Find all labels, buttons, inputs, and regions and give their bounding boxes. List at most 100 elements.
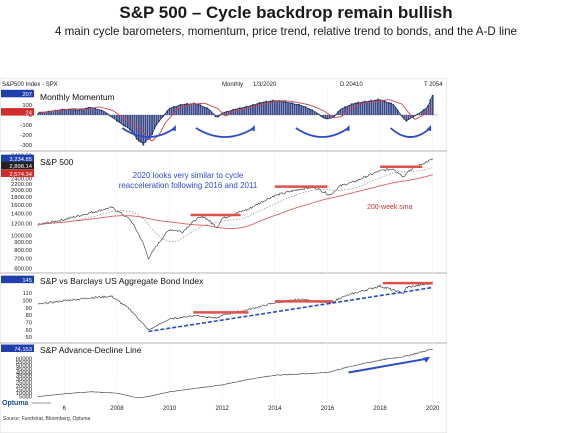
momentum-bar xyxy=(418,113,421,115)
momentum-bar xyxy=(63,109,66,115)
momentum-bar xyxy=(173,106,175,115)
momentum-bar xyxy=(260,102,263,115)
y-tick-label: 100 xyxy=(22,103,32,109)
momentum-bar xyxy=(208,109,210,115)
momentum-bar xyxy=(142,115,145,146)
chart-header-date: 1/3/2020 xyxy=(253,82,277,88)
momentum-bar xyxy=(91,107,94,115)
y-tick-label: 1200.00 xyxy=(11,221,32,227)
momentum-bar xyxy=(300,105,303,115)
momentum-bar xyxy=(129,115,132,131)
momentum-bar xyxy=(37,113,39,115)
momentum-bar xyxy=(352,103,355,115)
momentum-bar xyxy=(304,106,307,115)
momentum-bar xyxy=(366,101,368,115)
y-tick-label: 25000 xyxy=(16,381,32,387)
momentum-bar xyxy=(120,115,123,124)
momentum-bar xyxy=(234,109,237,115)
momentum-bar xyxy=(344,106,346,115)
y-tick-label: 50000 xyxy=(16,363,32,369)
momentum-bar xyxy=(52,110,55,115)
y-tick-label: 1000.00 xyxy=(11,233,32,239)
momentum-bar xyxy=(135,115,138,140)
y-tick-label: 45000 xyxy=(16,367,32,373)
y-tick-label: 700.00 xyxy=(14,257,32,263)
momentum-bar xyxy=(131,115,134,134)
cycle-arrowhead xyxy=(170,125,176,131)
momentum-bar xyxy=(284,101,287,115)
momentum-bar xyxy=(105,112,107,115)
momentum-bar xyxy=(381,99,384,115)
momentum-bar xyxy=(298,103,300,115)
momentum-bar xyxy=(431,94,434,115)
momentum-bar xyxy=(306,108,309,115)
optuma-url: optuma.com xyxy=(32,401,51,405)
momentum-bar xyxy=(181,104,184,115)
momentum-bar xyxy=(295,104,298,115)
momentum-bar xyxy=(43,112,46,115)
momentum-bar xyxy=(155,115,158,126)
momentum-bar xyxy=(398,113,401,115)
momentum-bar xyxy=(379,99,382,115)
momentum-bar xyxy=(324,115,327,119)
momentum-bar xyxy=(116,115,118,122)
momentum-bar xyxy=(289,102,292,115)
value-label-bg xyxy=(1,108,34,116)
y-tick-label: 15000 xyxy=(16,387,32,393)
price-panel-title: S&P 500 xyxy=(40,157,74,167)
momentum-bar xyxy=(61,108,64,115)
momentum-bar xyxy=(56,110,59,115)
momentum-bar xyxy=(341,108,344,115)
momentum-bar xyxy=(328,115,331,119)
momentum-bar xyxy=(39,112,42,115)
value-label: 145 xyxy=(22,278,32,284)
momentum-bar xyxy=(89,107,92,115)
momentum-bar xyxy=(271,99,274,115)
momentum-bar xyxy=(348,105,351,115)
momentum-bar xyxy=(67,108,70,115)
momentum-bar xyxy=(311,109,314,115)
momentum-bar xyxy=(385,102,388,115)
chart-header-left: S&P500 Index - SPX xyxy=(2,82,58,88)
momentum-bar xyxy=(227,111,230,115)
y-tick-label: 90 xyxy=(26,306,32,312)
x-tick-label: 2016 xyxy=(321,406,335,412)
x-tick-label: 2018 xyxy=(373,406,387,412)
ad-line xyxy=(37,348,433,399)
y-tick-label: -100 xyxy=(20,123,32,129)
y-tick-label: 2400.00 xyxy=(11,176,32,182)
momentum-bar xyxy=(370,99,373,115)
momentum-bar xyxy=(280,101,283,115)
momentum-bar xyxy=(377,98,379,115)
momentum-bar xyxy=(425,108,428,115)
y-tick-label: 30000 xyxy=(16,377,32,383)
momentum-bar xyxy=(359,102,362,115)
y-tick-label: 1400.00 xyxy=(11,211,32,217)
momentum-bar xyxy=(85,108,88,115)
momentum-bar xyxy=(361,101,364,115)
momentum-bar xyxy=(111,115,114,118)
momentum-bar xyxy=(122,115,125,127)
momentum-bar xyxy=(203,107,206,115)
momentum-bar xyxy=(48,110,50,115)
x-tick-label: 2008 xyxy=(110,406,124,412)
y-tick-label: 1600.00 xyxy=(11,203,32,209)
value-label-bg xyxy=(1,161,34,170)
y-tick-label: 100 xyxy=(22,298,32,304)
momentum-bar xyxy=(326,115,329,120)
momentum-bar xyxy=(166,110,169,115)
x-tick-label: 6 xyxy=(63,406,67,412)
momentum-bar xyxy=(407,115,410,120)
momentum-bar xyxy=(87,106,90,115)
momentum-bar xyxy=(309,109,311,115)
momentum-bar xyxy=(113,115,116,119)
slide-subtitle: 4 main cycle barometers, momentum, price… xyxy=(54,25,518,38)
momentum-bar xyxy=(199,104,202,115)
ad-trend-arrowhead xyxy=(423,356,431,363)
cycle-arrow xyxy=(295,127,350,138)
momentum-bar xyxy=(390,102,392,115)
momentum-bar xyxy=(83,109,85,115)
momentum-bar xyxy=(140,115,142,143)
momentum-bar xyxy=(179,104,182,115)
momentum-bar xyxy=(74,109,77,115)
